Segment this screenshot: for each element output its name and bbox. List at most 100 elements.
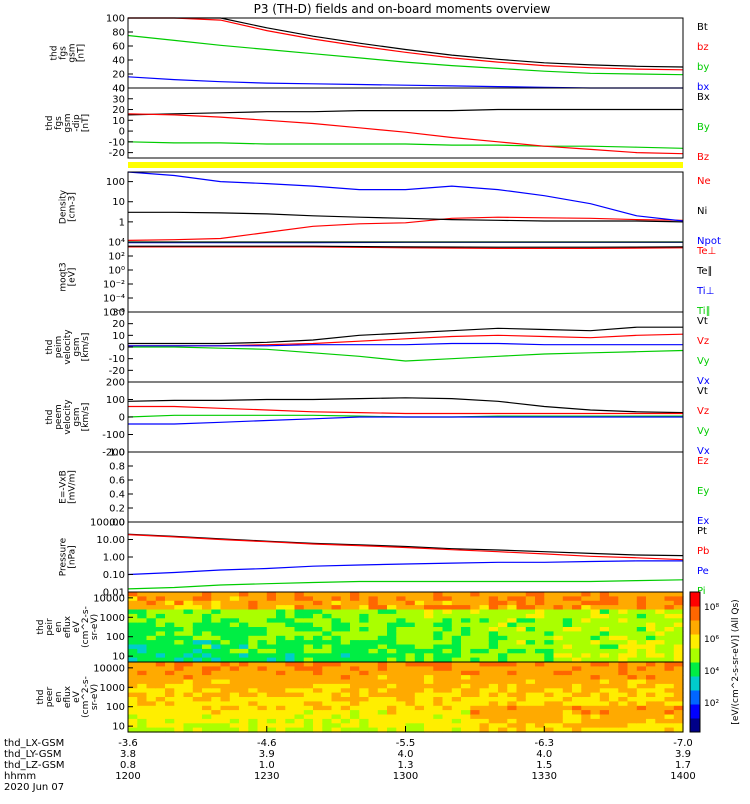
spectrogram-cell: [230, 636, 240, 641]
spectrogram-cell: [646, 627, 656, 632]
spectrogram-cell: [581, 701, 591, 706]
spectrogram-cell: [193, 631, 203, 636]
series-line-Bz: [128, 114, 683, 154]
spectrogram-cell: [202, 627, 212, 632]
spectrogram-cell: [637, 623, 647, 628]
spectrogram-cell: [452, 688, 462, 693]
spectrogram-cell: [295, 645, 305, 650]
spectrogram-cell: [646, 631, 656, 636]
spectrogram-cell: [554, 592, 564, 597]
series-line-Vx: [128, 417, 683, 424]
spectrogram-cell: [498, 640, 508, 645]
panel-frame: [128, 88, 683, 158]
spectrogram-cell: [628, 688, 638, 693]
spectrogram-cell: [581, 688, 591, 693]
spectrogram-cell: [359, 614, 369, 619]
spectrogram-cell: [202, 618, 212, 623]
spectrogram-cell: [517, 623, 527, 628]
spectrogram-cell: [563, 697, 573, 702]
spectrogram-cell: [202, 675, 212, 680]
spectrogram-cell: [378, 662, 388, 667]
spectrogram-cell: [332, 697, 342, 702]
spectrogram-cell: [378, 666, 388, 671]
spectrogram-cell: [239, 723, 249, 728]
footer-row-label: thd_LY-GSM: [4, 749, 61, 760]
spectrogram-cell: [461, 675, 471, 680]
y-axis-label: [nT]: [77, 44, 87, 62]
spectrogram-cell: [433, 688, 443, 693]
y-axis-label: [mV/m]: [68, 470, 78, 504]
spectrogram-cell: [322, 680, 332, 685]
spectrogram-cell: [396, 627, 406, 632]
spectrogram-cell: [480, 719, 490, 724]
spectrogram-cell: [193, 666, 203, 671]
spectrogram-cell: [174, 706, 184, 711]
spectrogram-cell: [276, 592, 286, 597]
spectrogram-cell: [248, 592, 258, 597]
y-tick-label: 0: [119, 127, 125, 138]
spectrogram-cell: [665, 684, 675, 689]
spectrogram-cell: [554, 610, 564, 615]
spectrogram-cell: [415, 645, 425, 650]
spectrogram-cell: [665, 701, 675, 706]
y-axis-label: [km/s]: [81, 333, 91, 362]
spectrogram-cell: [572, 640, 582, 645]
spectrogram-cell: [591, 592, 601, 597]
spectrogram-cell: [285, 623, 295, 628]
spectrogram-cell: [665, 697, 675, 702]
spectrogram-cell: [452, 723, 462, 728]
spectrogram-cell: [165, 715, 175, 720]
series-line-Vy: [128, 347, 683, 361]
spectrogram-cell: [239, 684, 249, 689]
spectrogram-cell: [332, 719, 342, 724]
spectrogram-cell: [674, 693, 684, 698]
spectrogram-cell: [304, 680, 314, 685]
spectrogram-cell: [544, 596, 554, 601]
spectrogram-cell: [424, 701, 434, 706]
spectrogram-cell: [295, 684, 305, 689]
spectrogram-cell: [295, 627, 305, 632]
colorbar-label: [eV/(cm^2-s-sr-eV)] (All Qs): [731, 599, 741, 724]
spectrogram-cell: [369, 640, 379, 645]
spectrogram-cell: [258, 623, 268, 628]
spectrogram-cell: [396, 671, 406, 676]
spectrogram-cell: [591, 697, 601, 702]
spectrogram-cell: [637, 666, 647, 671]
spectrogram-cell: [137, 719, 147, 724]
spectrogram-cell: [498, 710, 508, 715]
spectrogram-cell: [618, 715, 628, 720]
spectrogram-cell: [359, 640, 369, 645]
spectrogram-cell: [387, 623, 397, 628]
spectrogram-cell: [424, 614, 434, 619]
spectrogram-cell: [489, 596, 499, 601]
colorbar-step: [690, 620, 700, 624]
spectrogram-cell: [304, 645, 314, 650]
spectrogram-cell: [165, 701, 175, 706]
spectrogram-cell: [267, 640, 277, 645]
spectrogram-cell: [535, 671, 545, 676]
colorbar-step: [690, 711, 700, 715]
spectrogram-cell: [535, 605, 545, 610]
spectrogram-cell: [618, 671, 628, 676]
spectrogram-cell: [147, 649, 157, 654]
spectrogram-cell: [665, 706, 675, 711]
spectrogram-cell: [480, 666, 490, 671]
colorbar-step: [690, 617, 700, 621]
spectrogram-cell: [258, 627, 268, 632]
spectrogram-cell: [433, 592, 443, 597]
spectrogram-cell: [498, 631, 508, 636]
spectrogram-cell: [313, 614, 323, 619]
y-tick-label: 100.00: [90, 518, 125, 529]
spectrogram-cell: [581, 653, 591, 658]
spectrogram-cell: [609, 636, 619, 641]
spectrogram-cell: [304, 688, 314, 693]
spectrogram-cell: [350, 723, 360, 728]
spectrogram-cell: [433, 623, 443, 628]
spectrogram-cell: [147, 614, 157, 619]
y-tick-label: -10: [109, 354, 125, 365]
spectrogram-cell: [665, 610, 675, 615]
spectrogram-cell: [517, 710, 527, 715]
legend-label-bz: bz: [697, 42, 709, 53]
spectrogram-cell: [563, 627, 573, 632]
spectrogram-cell: [452, 671, 462, 676]
